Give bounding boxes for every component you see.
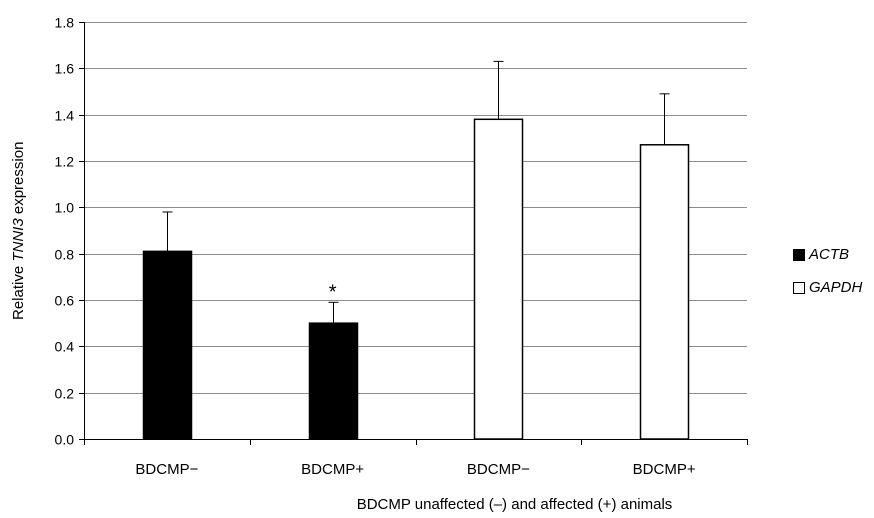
annotations: * — [329, 281, 337, 303]
bar — [308, 322, 359, 440]
x-tick-labels: BDCMP− BDCMP+ BDCMP− BDCMP+ — [135, 461, 695, 478]
bar — [639, 144, 690, 440]
y-tick-label: 1.0 — [55, 200, 75, 216]
y-tick-label: 0.0 — [55, 432, 75, 448]
significance-marker: * — [329, 281, 337, 303]
gridlines — [84, 22, 747, 394]
legend-swatch-gapdh — [793, 281, 805, 294]
bars — [142, 118, 690, 440]
y-axis-label-gene: TNNI3 — [10, 217, 27, 262]
x-axis-label: BDCMP unaffected (–) and affected (+) an… — [356, 496, 673, 513]
error-bars — [162, 60, 670, 324]
y-axis-label-prefix: Relative — [10, 261, 27, 320]
y-tick-label: 1.2 — [55, 154, 75, 170]
legend-item-actb: ACTB — [793, 246, 849, 263]
y-tick-label: 1.8 — [55, 15, 75, 31]
y-tick-label: 1.6 — [55, 61, 75, 77]
y-tick-label: 0.4 — [55, 339, 75, 355]
x-tick-label: BDCMP− — [467, 461, 530, 478]
bar — [473, 118, 524, 440]
legend-label-gapdh: GAPDH — [809, 279, 863, 296]
y-tick-label: 1.4 — [55, 108, 75, 124]
x-tick-label: BDCMP+ — [301, 461, 364, 478]
y-tick-labels: 0.0 0.2 0.4 0.6 0.8 1.0 1.2 1.4 1.6 1.8 — [55, 15, 75, 448]
y-tick-label: 0.2 — [55, 386, 75, 402]
y-tick-label: 0.6 — [55, 293, 75, 309]
x-tick-label: BDCMP+ — [633, 461, 696, 478]
y-axis-label: Relative TNNI3 expression — [10, 141, 27, 319]
x-tick-label: BDCMP− — [135, 461, 198, 478]
legend-swatch-actb — [793, 248, 805, 261]
bar — [142, 250, 193, 440]
legend-item-gapdh: GAPDH — [793, 279, 862, 296]
axes — [79, 22, 748, 445]
y-axis-label-suffix: expression — [10, 141, 27, 218]
legend-label-actb: ACTB — [809, 246, 850, 263]
y-tick-label: 0.8 — [55, 247, 75, 263]
